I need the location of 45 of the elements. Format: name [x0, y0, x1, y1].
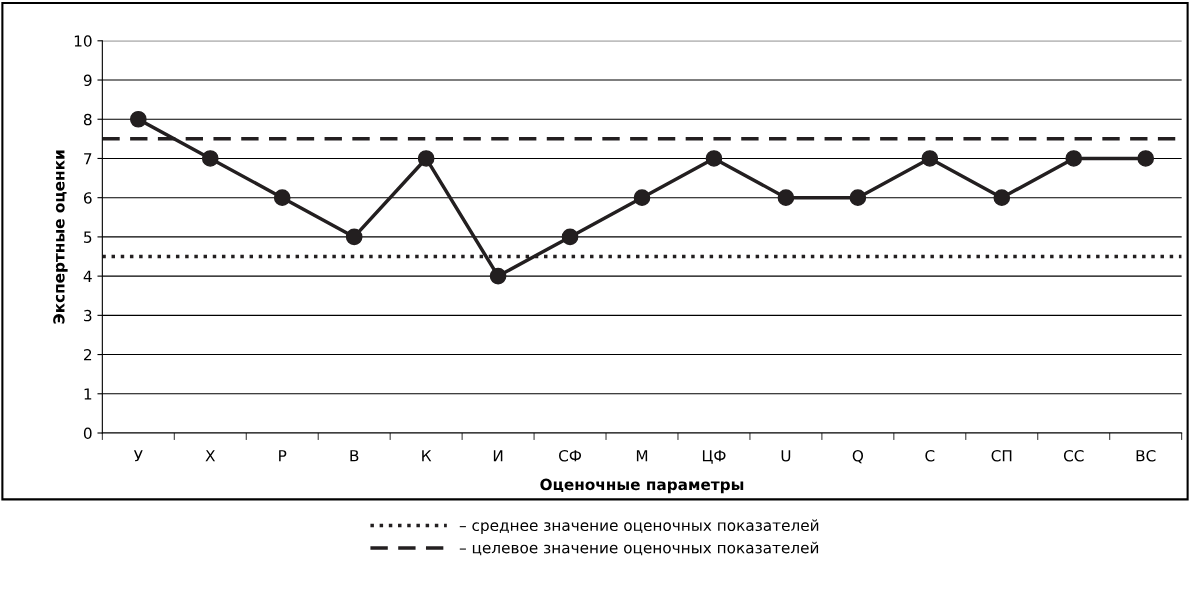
point [777, 189, 795, 207]
point [417, 150, 435, 167]
y-tick-label: 6 [83, 192, 92, 204]
point [489, 267, 507, 285]
point [1137, 150, 1155, 167]
x-tick-label: СП [991, 449, 1012, 462]
x-tick-label: В [350, 450, 359, 462]
point [633, 189, 651, 207]
x-tick-label: И [493, 450, 503, 462]
x-tick-label: U [781, 450, 791, 462]
x-tick-label: СС [1063, 449, 1084, 462]
x-tick-label: Р [279, 450, 287, 462]
legend-label: – целевое значение оценочных показателей [459, 541, 819, 556]
x-tick-label: Х [205, 450, 216, 462]
y-tick-label: 2 [84, 349, 92, 361]
point [561, 228, 579, 246]
y-tick-label: 1 [84, 388, 92, 400]
x-tick-label: У [133, 450, 143, 462]
point [273, 189, 291, 207]
x-tick-label: К [422, 450, 432, 462]
y-tick-label: 8 [83, 113, 92, 126]
y-tick-label: 0 [83, 427, 92, 440]
point [201, 150, 219, 167]
x-tick-label: ВС [1136, 449, 1156, 462]
point [993, 189, 1011, 207]
point [129, 110, 147, 128]
y-tick-label: 10 [74, 35, 92, 47]
y-tick-label: 9 [83, 74, 92, 87]
point [921, 150, 939, 167]
legend-label: – среднее значение оценочных показателей [459, 519, 819, 535]
x-tick-label: М [636, 450, 648, 462]
x-axis-title: Оценочные параметры [540, 478, 744, 494]
y-tick-label: 5 [84, 231, 92, 243]
point [345, 228, 363, 246]
point [705, 150, 723, 167]
x-tick-label: ЦФ [702, 450, 726, 464]
point [1065, 150, 1083, 167]
x-tick-label: СФ [559, 449, 582, 462]
x-tick-label: Q [852, 449, 864, 464]
point [849, 189, 867, 207]
x-tick-label: С [925, 449, 935, 462]
y-tick-label: 4 [83, 270, 92, 282]
y-tick-label: 7 [84, 153, 92, 165]
y-axis-title: Экспертные оценки [53, 150, 68, 324]
y-tick-label: 3 [84, 309, 92, 322]
